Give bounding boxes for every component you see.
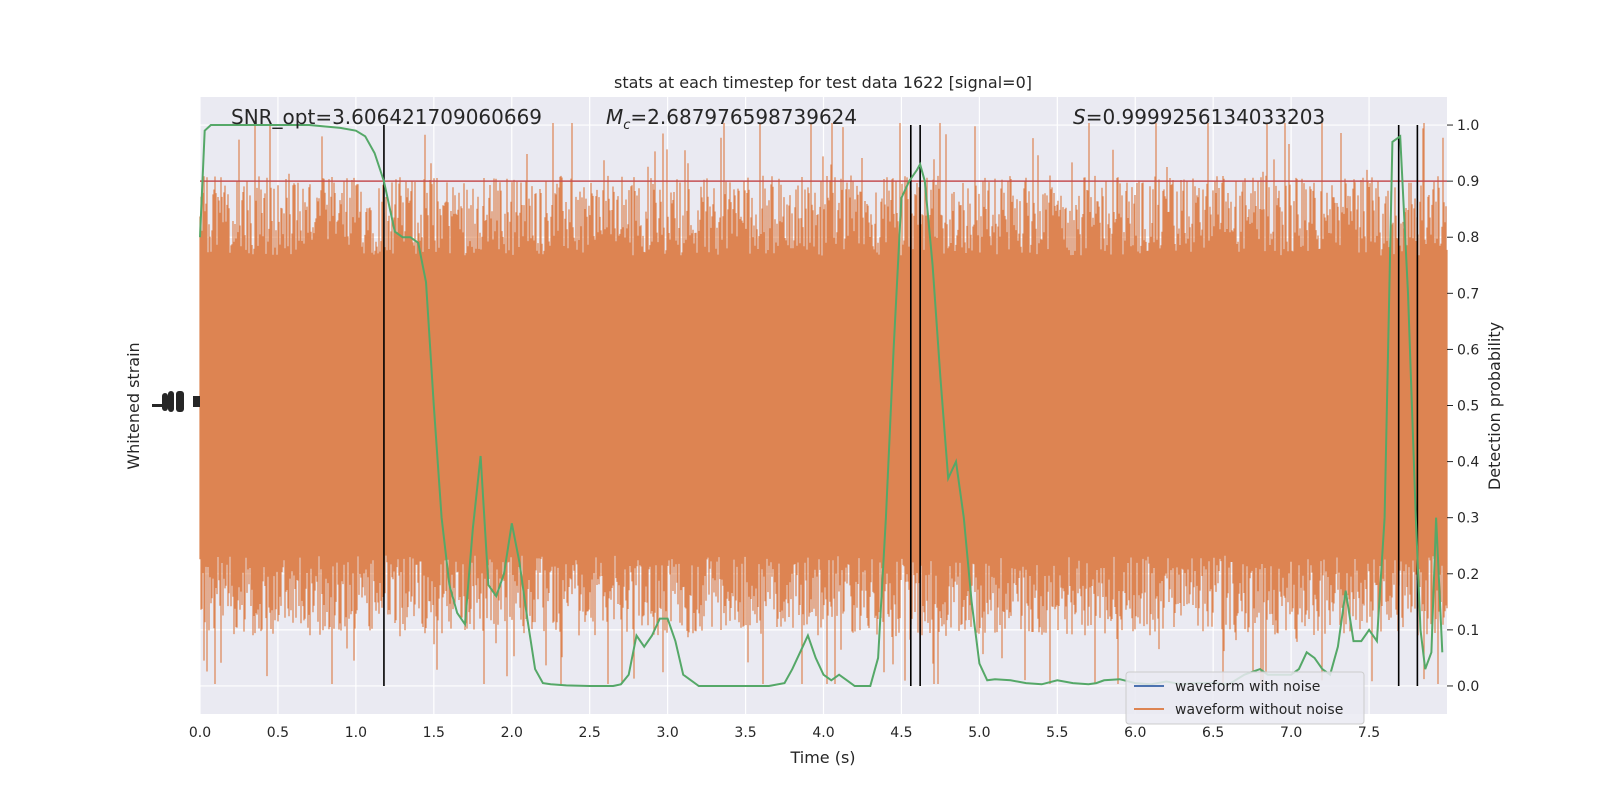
x-tick-label: 7.5 [1358, 725, 1380, 741]
s-value: =0.9999256134033203 [1086, 105, 1325, 129]
legend-label-with-noise: waveform with noise [1175, 679, 1320, 695]
y-right-axis-label: Detection probability [1485, 322, 1504, 490]
x-tick-label: 2.0 [501, 725, 523, 741]
y-tick-label: 0.9 [1457, 174, 1479, 190]
x-tick-label: 3.5 [734, 725, 756, 741]
chirp-mass-value: =2.687976598739624 [630, 105, 857, 129]
x-tick-label: 3.0 [656, 725, 678, 741]
legend: waveform with noise waveform without noi… [1125, 671, 1365, 725]
x-tick-label: 1.5 [423, 725, 445, 741]
y-tick-label: 0.3 [1457, 511, 1479, 527]
x-tick-label: 2.5 [579, 725, 601, 741]
y-left-axis-label: Whitened strain [124, 342, 143, 469]
x-tick-label: 7.0 [1280, 725, 1302, 741]
y-tick-label: 0.0 [1457, 679, 1479, 695]
x-tick-label: 6.5 [1202, 725, 1224, 741]
s-annotation: S=0.9999256134033203 [1073, 105, 1325, 129]
y-tick-label: 0.5 [1457, 399, 1479, 415]
x-tick-label: 0.5 [267, 725, 289, 741]
x-tick-label: 6.0 [1124, 725, 1146, 741]
snr-annotation: SNR_opt=3.606421709060669 [231, 105, 542, 129]
vertical-marker-lines [383, 125, 1419, 686]
x-axis-ticks: 0.0 0.5 1.0 1.5 2.0 2.5 3.0 3.5 4.0 4.5 5.0 5.5 6.0 6… [189, 725, 1380, 741]
left-axis-tick-cluster [152, 391, 200, 412]
y-tick-label: 0.4 [1457, 455, 1479, 471]
x-tick-label: 4.0 [812, 725, 834, 741]
x-tick-label: 5.5 [1046, 725, 1068, 741]
legend-frame [1125, 671, 1365, 725]
chart-title: stats at each timestep for test data 162… [614, 73, 1032, 92]
y-tick-label: 0.2 [1457, 567, 1479, 583]
detection-probability-line [199, 124, 1444, 687]
chirp-mass-annotation: Mc=2.687976598739624 [606, 105, 857, 133]
x-axis-label: Time (s) [789, 748, 855, 767]
y-right-axis-ticks: 0.0 0.1 0.2 0.3 0.4 0.5 0.6 0.7 0.8 0.9 1.0 [1447, 118, 1479, 695]
y-tick-label: 1.0 [1457, 118, 1479, 134]
detection-probability-series [199, 124, 1444, 687]
strain-waveform-path [199, 123, 1448, 684]
y-tick-label: 0.1 [1457, 623, 1479, 639]
x-tick-label: 4.5 [890, 725, 912, 741]
x-tick-label: 5.0 [968, 725, 990, 741]
y-tick-label: 0.6 [1457, 342, 1479, 358]
strain-waveform-area [199, 123, 1448, 684]
legend-label-without-noise: waveform without noise [1175, 702, 1343, 718]
y-tick-label: 0.7 [1457, 286, 1479, 302]
x-tick-label: 1.0 [345, 725, 367, 741]
y-tick-label: 0.8 [1457, 230, 1479, 246]
x-tick-label: 0.0 [189, 725, 211, 741]
